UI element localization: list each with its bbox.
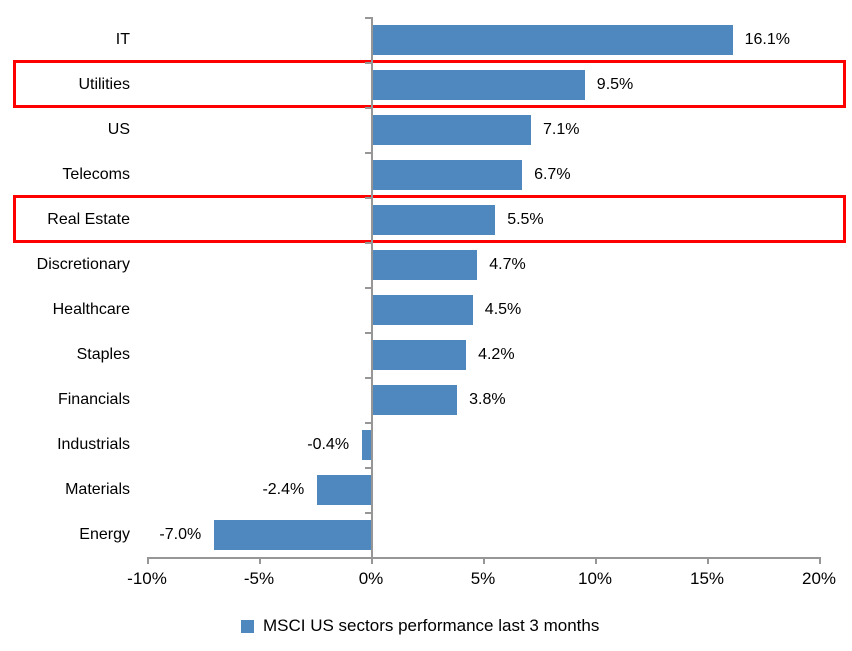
x-axis-tick <box>707 557 709 564</box>
y-axis-tick <box>365 467 371 469</box>
category-label: Financials <box>57 390 130 408</box>
y-axis-tick <box>365 377 371 379</box>
bar <box>372 294 473 325</box>
bar <box>317 474 371 505</box>
value-label: 9.5% <box>596 75 634 93</box>
value-label: 7.1% <box>543 120 580 138</box>
y-axis <box>371 17 373 557</box>
y-axis-tick <box>365 422 371 424</box>
x-axis-tick <box>259 557 261 564</box>
value-label: 4.7% <box>489 255 526 273</box>
value-label: -2.4% <box>262 480 305 498</box>
x-tick-label: -10% <box>127 569 167 588</box>
value-label: -0.4% <box>307 435 350 453</box>
category-label: US <box>107 120 130 138</box>
value-label: -7.0% <box>159 525 202 543</box>
bar <box>214 519 371 550</box>
x-axis-tick <box>147 557 149 564</box>
bar <box>362 429 371 460</box>
value-label: 3.8% <box>469 390 506 408</box>
y-axis-tick <box>365 62 371 64</box>
category-label: Discretionary <box>36 255 130 273</box>
category-label: IT <box>115 30 130 48</box>
x-tick-label: 0% <box>358 569 384 588</box>
x-axis-tick <box>371 557 373 564</box>
x-axis-tick <box>483 557 485 564</box>
bar <box>372 24 733 55</box>
highlight-box <box>13 60 846 108</box>
legend: MSCI US sectors performance last 3 month… <box>241 615 599 637</box>
bar <box>372 204 496 235</box>
y-axis-tick <box>365 197 371 199</box>
category-label: Utilities <box>78 75 130 93</box>
y-axis-tick <box>365 242 371 244</box>
bar <box>372 69 585 100</box>
y-axis-tick <box>365 512 371 514</box>
x-tick-label: 5% <box>470 569 496 588</box>
category-label: Energy <box>79 525 130 543</box>
category-label: Industrials <box>57 435 130 453</box>
bar <box>372 339 467 370</box>
y-axis-tick <box>365 17 371 19</box>
x-tick-label: -5% <box>243 569 275 588</box>
highlight-box <box>13 195 846 243</box>
bar <box>372 159 523 190</box>
y-axis-tick <box>365 287 371 289</box>
y-axis-tick <box>365 332 371 334</box>
value-label: 16.1% <box>744 30 790 48</box>
y-axis-tick <box>365 107 371 109</box>
category-label: Staples <box>76 345 130 363</box>
bar <box>372 249 478 280</box>
y-axis-tick <box>365 152 371 154</box>
bar <box>372 384 458 415</box>
x-tick-label: 20% <box>801 569 837 588</box>
category-label: Materials <box>65 480 130 498</box>
value-label: 4.2% <box>478 345 515 363</box>
category-label: Telecoms <box>62 165 130 183</box>
legend-label: MSCI US sectors performance last 3 month… <box>263 616 600 635</box>
x-tick-label: 15% <box>689 569 725 588</box>
value-label: 5.5% <box>507 210 544 228</box>
value-label: 6.7% <box>534 165 571 183</box>
legend-marker-icon <box>241 619 254 633</box>
x-axis-tick <box>595 557 597 564</box>
category-label: Real Estate <box>47 210 130 228</box>
x-tick-label: 10% <box>577 569 613 588</box>
value-label: 4.5% <box>484 300 522 318</box>
x-axis-tick <box>819 557 821 564</box>
bar <box>372 114 532 145</box>
category-label: Healthcare <box>52 300 130 318</box>
